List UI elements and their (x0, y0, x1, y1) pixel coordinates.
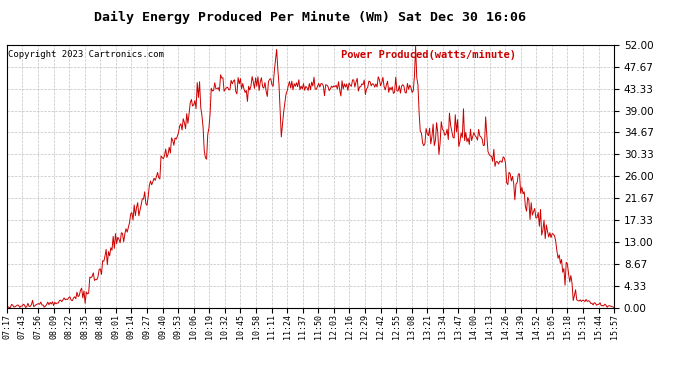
Text: Copyright 2023 Cartronics.com: Copyright 2023 Cartronics.com (8, 50, 164, 59)
Text: Power Produced(watts/minute): Power Produced(watts/minute) (341, 50, 516, 60)
Text: Daily Energy Produced Per Minute (Wm) Sat Dec 30 16:06: Daily Energy Produced Per Minute (Wm) Sa… (95, 11, 526, 24)
